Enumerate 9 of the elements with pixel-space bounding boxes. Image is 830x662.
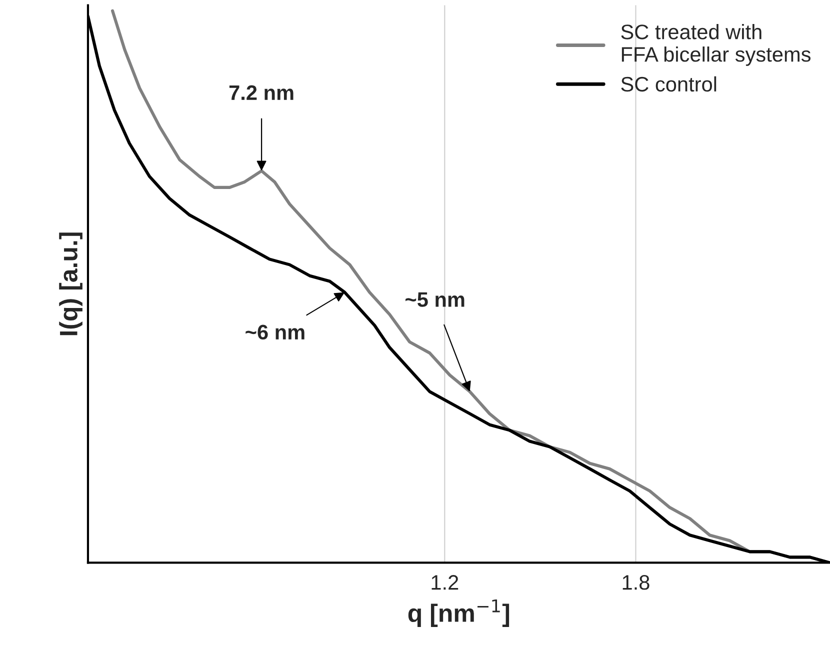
- x-tick-label: 1.2: [432, 575, 458, 590]
- annotation: ~5 nm: [406, 292, 464, 307]
- legend-label: SC control: [621, 76, 716, 92]
- y-axis-title: I(q) [a.u.]: [59, 232, 82, 336]
- annotation: 7.2 nm: [229, 85, 294, 100]
- x-tick-label: 1.8: [622, 575, 650, 590]
- annotation: ~6 nm: [246, 324, 304, 340]
- x-axis-title: q [nm$^{−1}$]: [408, 599, 510, 627]
- legend-label: SC treated with FFA bicellar systems: [621, 24, 811, 66]
